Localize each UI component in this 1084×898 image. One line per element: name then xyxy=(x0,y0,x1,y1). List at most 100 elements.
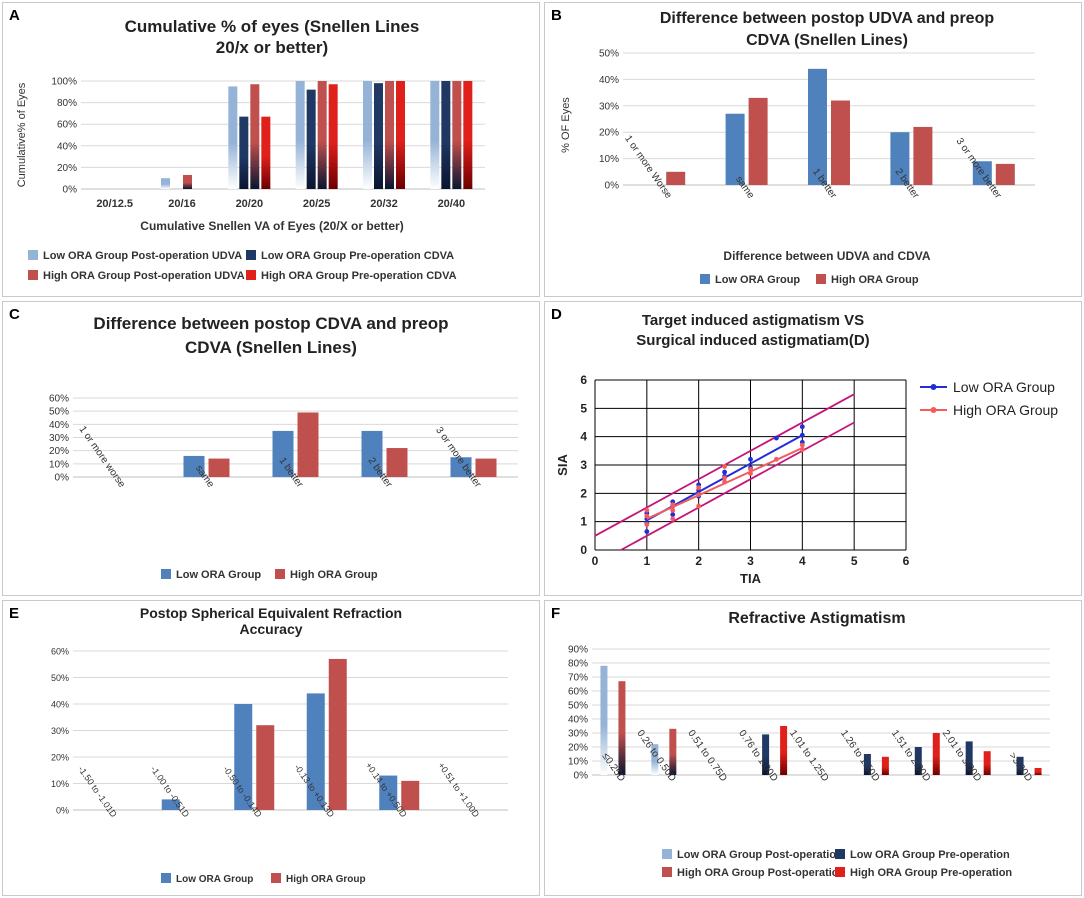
chart-a-ytick-label: 80% xyxy=(57,98,77,109)
chart-e-ytick-label: 20% xyxy=(51,753,69,763)
ytick-label-d: 4 xyxy=(580,430,587,444)
panel-letter-b: B xyxy=(551,7,562,24)
bar-a-low-ora-group-post-operation-udva-20-16 xyxy=(161,178,170,189)
legend-label-c-low-ora-group: Low ORA Group xyxy=(176,569,261,581)
bar-a-high-ora-group-pre-operation-cdva-20-25 xyxy=(328,84,338,189)
point-d-high-ora-group xyxy=(696,503,702,509)
chart-a-ylabel: Cumulative% of Eyes xyxy=(16,82,28,187)
panel-e: E Postop Spherical Equivalent Refraction… xyxy=(2,600,540,896)
point-d-high-ora-group xyxy=(722,464,727,469)
bar-a-high-ora-group-post-operation-udva-20-16 xyxy=(183,174,192,189)
legend-label-f-high-ora-group-post-operation: High ORA Group Post-operation xyxy=(677,867,846,879)
bar-b-high-ora-group-1-or-more-worse xyxy=(666,171,686,185)
chart-f-ytick-label: 50% xyxy=(568,701,588,712)
chart-c-ytick-label: 0% xyxy=(55,473,70,484)
bar-a-high-ora-group-pre-operation-cdva-20-32 xyxy=(396,81,405,189)
xtick-label-d: 5 xyxy=(851,554,858,568)
chart-b-ytick-label: 10% xyxy=(599,154,619,165)
chart-a-ytick-label: 20% xyxy=(57,163,77,174)
chart-e-ytick-label: 50% xyxy=(51,673,69,683)
bar-f-high-ora-group-pre-operation-0-76-to-1-00d xyxy=(780,726,788,775)
legend-label-b-high-ora-group: High ORA Group xyxy=(831,274,919,286)
bar-f-high-ora-group-pre-operation-1-26-to-1-50d xyxy=(881,756,889,775)
xtick-label-d: 0 xyxy=(592,554,599,568)
xtick-label-e: +0.51 to +1.00D xyxy=(436,761,482,820)
bar-f-high-ora-group-pre-operation-2-01-to-3-00d xyxy=(983,751,991,775)
bar-a-high-ora-group-post-operation-udva-20-32 xyxy=(385,81,394,189)
legend-swatch-c-low-ora-group xyxy=(161,569,171,579)
panel-b: B Difference between postop UDVA and pre… xyxy=(544,2,1082,297)
bar-a-high-ora-group-pre-operation-cdva-20-40 xyxy=(463,81,473,189)
chart-c-ytick-label: 40% xyxy=(49,420,69,431)
legend-swatch-a-low-ora-group-post-operation-udva xyxy=(28,250,38,260)
bar-f-low-ora-group-pre-operation-0-76-to-1-00d xyxy=(762,734,770,775)
point-d-high-ora-group xyxy=(670,516,676,522)
legend-swatch-e-low-ora-group xyxy=(161,873,171,883)
legend-label-f-low-ora-group-pre-operation: Low ORA Group Pre-operation xyxy=(850,849,1010,861)
chart-b-ytick-label: 30% xyxy=(599,101,619,112)
ytick-label-d: 6 xyxy=(580,373,587,387)
point-d-high-ora-group xyxy=(644,522,650,527)
bar-b-low-ora-group-1-better xyxy=(808,68,827,185)
chart-b-ytick-label: 50% xyxy=(599,49,619,60)
bar-a-low-ora-group-pre-operation-cdva-20-25 xyxy=(306,89,316,189)
xtick-label-d: 3 xyxy=(747,554,754,568)
legend-swatch-a-low-ora-group-pre-operation-cdva xyxy=(246,250,256,260)
xtick-label-c: 3 or more better xyxy=(433,425,483,490)
bar-e-low-ora-group-0-13-to-0-13d xyxy=(306,693,325,810)
chart-d-title-line-2: Surgical induced astigmatiam(D) xyxy=(636,332,869,349)
bar-f-high-ora-group-post-operation-0-25d xyxy=(618,681,626,775)
chart-e-ytick-label: 30% xyxy=(51,726,69,736)
legend-swatch-f-low-ora-group-pre-operation xyxy=(835,849,845,859)
legend-label-a-low-ora-group-pre-operation-cdva: Low ORA Group Pre-operation CDVA xyxy=(261,250,454,262)
chart-a-ytick-label: 0% xyxy=(63,185,78,196)
legend-label-a-high-ora-group-pre-operation-cdva: High ORA Group Pre-operation CDVA xyxy=(261,270,457,282)
legend-swatch-a-high-ora-group-post-operation-udva xyxy=(28,270,38,280)
bar-e-high-ora-group-0-13-to-0-13d xyxy=(328,658,347,810)
xtick-label-e: -1.50 to -1.01D xyxy=(76,764,119,819)
panel-d: D Target induced astigmatism VS Surgical … xyxy=(544,301,1082,596)
bar-b-high-ora-group-1-better xyxy=(831,100,850,185)
ytick-label-d: 1 xyxy=(580,515,587,529)
legend-label-b-low-ora-group: Low ORA Group xyxy=(715,274,800,286)
chart-e-title-line-2: Accuracy xyxy=(239,621,302,637)
chart-c-ytick-label: 30% xyxy=(49,433,69,444)
legend-swatch-b-high-ora-group xyxy=(816,274,826,284)
chart-d-tia-vs-sia: Target induced astigmatism VS Surgical in… xyxy=(555,312,1058,586)
chart-f-refractive-astigmatism: Refractive Astigmatism 0% 10% 20% 30% 40% 50% 6… xyxy=(568,610,1050,879)
chart-f-title-line-1: Refractive Astigmatism xyxy=(728,610,905,627)
bar-a-low-ora-group-post-operation-udva-20-40 xyxy=(430,81,440,189)
chart-f-ytick-label: 70% xyxy=(568,673,588,684)
xtick-label-d: 6 xyxy=(903,554,910,568)
point-d-high-ora-group xyxy=(696,492,702,498)
xtick-label-b: 1 or more Worse xyxy=(622,134,674,202)
chart-a-cumulative-snellen: Cumulative % of eyes (Snellen Lines 20/x … xyxy=(16,17,485,282)
point-d-high-ora-group xyxy=(722,475,727,481)
chart-a-xlabel: Cumulative Snellen VA of Eyes (20/X or b… xyxy=(140,219,403,233)
chart-f-ytick-label: 90% xyxy=(568,645,588,656)
bar-f-high-ora-group-pre-operation-1-51-to-2-00d xyxy=(932,733,940,775)
bar-e-high-ora-group-0-14-to-0-50d xyxy=(401,780,420,810)
chart-f-ytick-label: 20% xyxy=(568,743,588,754)
point-d-high-ora-group xyxy=(696,485,702,491)
point-d-low-ora-group xyxy=(799,432,805,438)
xtick-label-a: 20/20 xyxy=(236,198,264,210)
bar-b-low-ora-group-2-better xyxy=(890,132,910,185)
panel-letter-f: F xyxy=(551,605,561,622)
chart-b-ytick-label: 0% xyxy=(605,181,620,192)
chart-c-title-line-2: CDVA (Snellen Lines) xyxy=(185,338,357,357)
chart-d-title-line-1: Target induced astigmatism VS xyxy=(642,312,864,329)
legend-swatch-f-high-ora-group-post-operation xyxy=(662,867,672,877)
bar-c-high-ora-group-3-or-more-better xyxy=(475,458,497,477)
chart-b-title-line-1: Difference between postop UDVA and preop xyxy=(660,10,994,27)
chart-c-ytick-label: 60% xyxy=(49,394,69,405)
legend-swatch-f-high-ora-group-pre-operation xyxy=(835,867,845,877)
bar-a-low-ora-group-pre-operation-cdva-20-32 xyxy=(374,83,383,189)
legend-label-f-low-ora-group-post-operation: Low ORA Group Post-operation xyxy=(677,849,843,861)
point-d-high-ora-group xyxy=(670,502,676,508)
chart-a-ytick-label: 60% xyxy=(57,120,77,131)
bar-a-high-ora-group-pre-operation-cdva-20-20 xyxy=(261,116,271,189)
panel-letter-e: E xyxy=(9,605,20,622)
legend-swatch-b-low-ora-group xyxy=(700,274,710,284)
bar-b-low-ora-group-3-or-more-better xyxy=(972,161,992,185)
